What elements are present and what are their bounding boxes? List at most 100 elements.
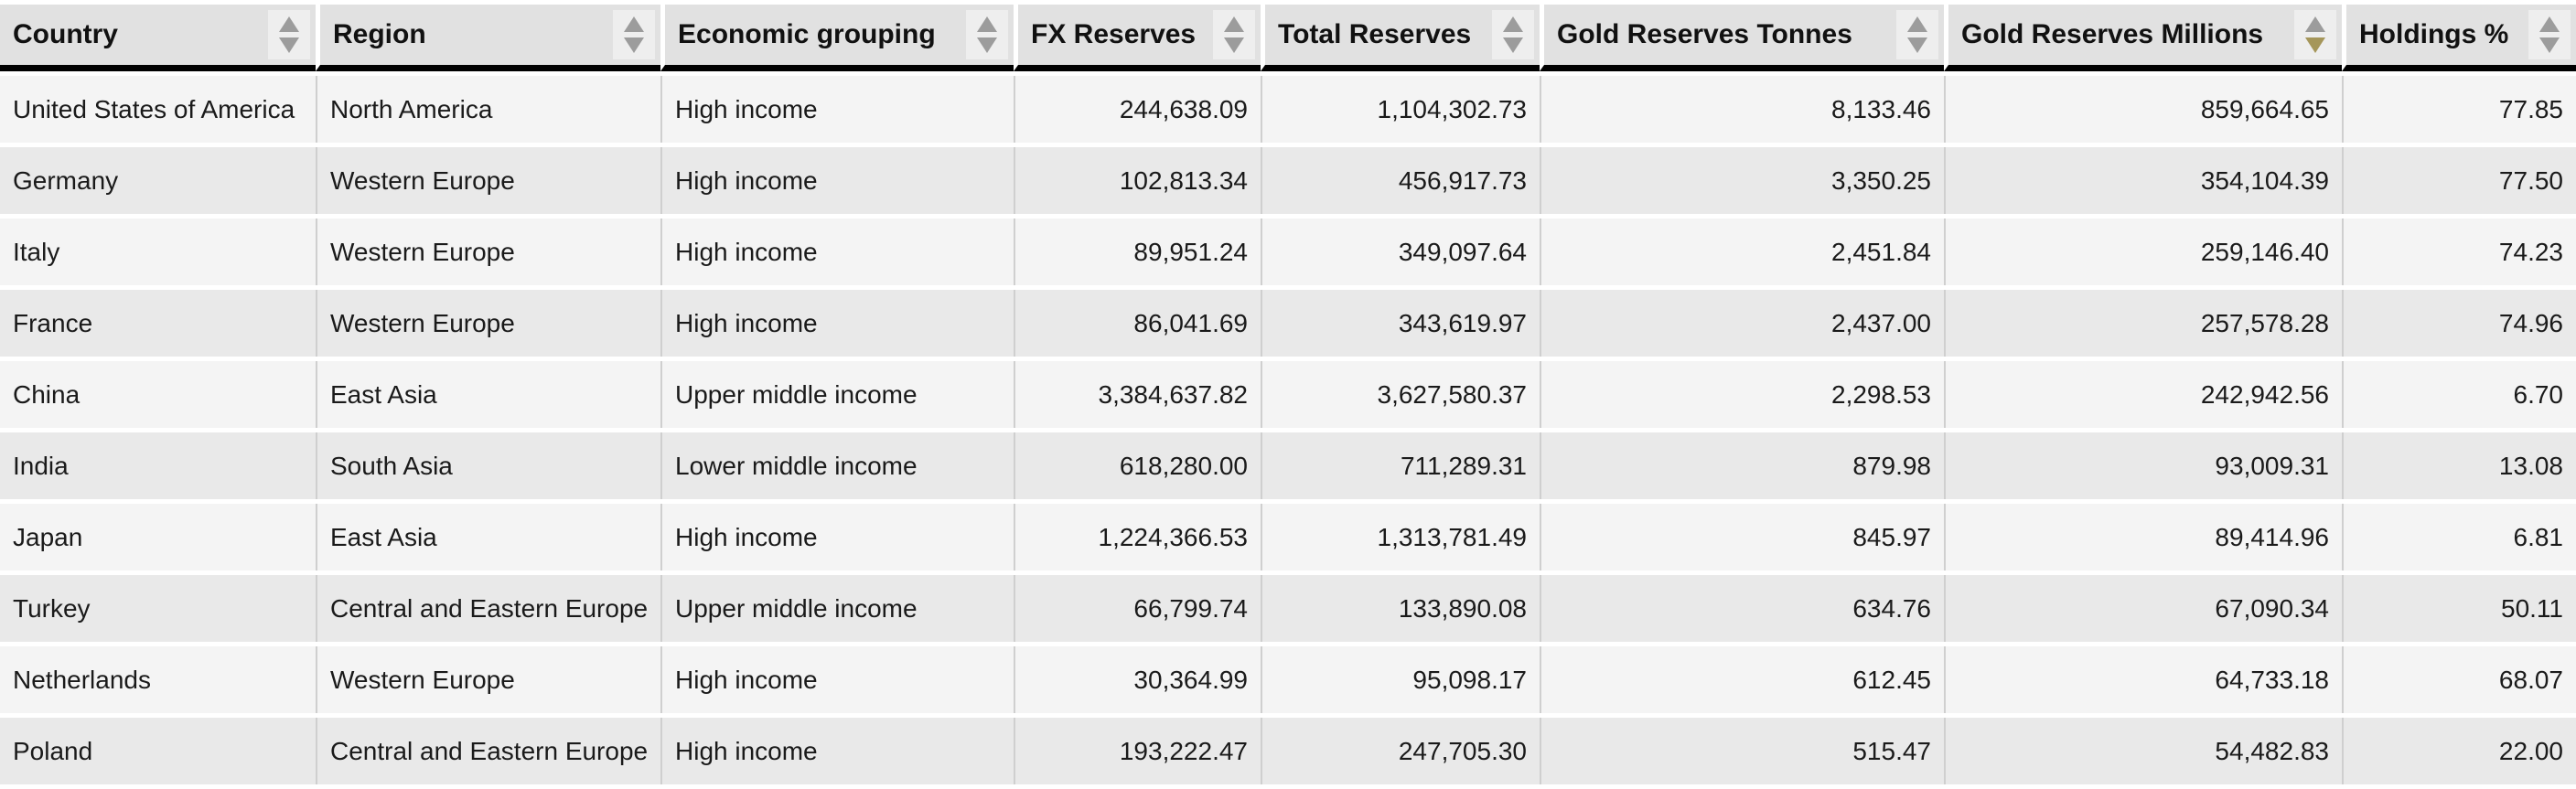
table-body: United States of America North America H… xyxy=(0,76,2576,784)
column-label: Economic grouping xyxy=(678,19,936,49)
cell-country: Germany xyxy=(0,147,316,214)
cell-holdings-pct: 50.11 xyxy=(2342,575,2576,642)
sort-control[interactable] xyxy=(1213,10,1255,59)
cell-economic-grouping: High income xyxy=(660,646,1014,713)
cell-fx-reserves: 66,799.74 xyxy=(1014,575,1261,642)
cell-gold-reserves-tonnes: 879.98 xyxy=(1540,432,1944,499)
cell-region: Western Europe xyxy=(316,290,660,357)
cell-fx-reserves: 3,384,637.82 xyxy=(1014,361,1261,428)
table-row: France Western Europe High income 86,041… xyxy=(0,290,2576,357)
cell-region: Western Europe xyxy=(316,147,660,214)
sort-asc-icon xyxy=(1907,16,1927,32)
cell-gold-reserves-millions: 242,942.56 xyxy=(1944,361,2342,428)
cell-economic-grouping: High income xyxy=(660,147,1014,214)
cell-holdings-pct: 77.85 xyxy=(2342,76,2576,143)
sort-desc-icon xyxy=(2305,37,2325,53)
column-label: Region xyxy=(333,19,426,49)
cell-country: India xyxy=(0,432,316,499)
cell-region: East Asia xyxy=(316,361,660,428)
sort-asc-icon xyxy=(2539,16,2560,32)
cell-gold-reserves-millions: 67,090.34 xyxy=(1944,575,2342,642)
cell-total-reserves: 1,104,302.73 xyxy=(1261,76,1540,143)
cell-region: South Asia xyxy=(316,432,660,499)
cell-economic-grouping: High income xyxy=(660,76,1014,143)
cell-fx-reserves: 1,224,366.53 xyxy=(1014,504,1261,570)
sort-control[interactable] xyxy=(1492,10,1534,59)
sort-control[interactable] xyxy=(966,10,1008,59)
sort-asc-icon xyxy=(2305,16,2325,32)
sort-control[interactable] xyxy=(613,10,655,59)
cell-holdings-pct: 77.50 xyxy=(2342,147,2576,214)
cell-fx-reserves: 102,813.34 xyxy=(1014,147,1261,214)
cell-country: Poland xyxy=(0,718,316,784)
cell-gold-reserves-millions: 54,482.83 xyxy=(1944,718,2342,784)
column-header-country[interactable]: Country xyxy=(0,5,316,71)
cell-total-reserves: 3,627,580.37 xyxy=(1261,361,1540,428)
cell-fx-reserves: 89,951.24 xyxy=(1014,219,1261,285)
column-label: FX Reserves xyxy=(1031,19,1197,49)
cell-gold-reserves-tonnes: 2,451.84 xyxy=(1540,219,1944,285)
cell-gold-reserves-millions: 354,104.39 xyxy=(1944,147,2342,214)
table-row: Germany Western Europe High income 102,8… xyxy=(0,147,2576,214)
cell-region: Western Europe xyxy=(316,646,660,713)
cell-economic-grouping: Upper middle income xyxy=(660,361,1014,428)
sort-desc-icon xyxy=(279,37,299,53)
cell-gold-reserves-tonnes: 8,133.46 xyxy=(1540,76,1944,143)
cell-gold-reserves-tonnes: 2,298.53 xyxy=(1540,361,1944,428)
sort-desc-icon xyxy=(2539,37,2560,53)
sort-control[interactable] xyxy=(2528,10,2571,59)
sort-asc-icon xyxy=(1503,16,1523,32)
sort-desc-icon xyxy=(624,37,644,53)
cell-total-reserves: 343,619.97 xyxy=(1261,290,1540,357)
table-row: United States of America North America H… xyxy=(0,76,2576,143)
cell-gold-reserves-tonnes: 3,350.25 xyxy=(1540,147,1944,214)
cell-fx-reserves: 86,041.69 xyxy=(1014,290,1261,357)
cell-gold-reserves-millions: 259,146.40 xyxy=(1944,219,2342,285)
cell-total-reserves: 133,890.08 xyxy=(1261,575,1540,642)
cell-economic-grouping: Lower middle income xyxy=(660,432,1014,499)
cell-holdings-pct: 74.96 xyxy=(2342,290,2576,357)
cell-gold-reserves-millions: 859,664.65 xyxy=(1944,76,2342,143)
cell-total-reserves: 95,098.17 xyxy=(1261,646,1540,713)
cell-region: East Asia xyxy=(316,504,660,570)
cell-gold-reserves-tonnes: 845.97 xyxy=(1540,504,1944,570)
sort-control[interactable] xyxy=(2294,10,2336,59)
cell-gold-reserves-millions: 64,733.18 xyxy=(1944,646,2342,713)
cell-region: North America xyxy=(316,76,660,143)
cell-holdings-pct: 74.23 xyxy=(2342,219,2576,285)
column-header-gold-reserves-millions[interactable]: Gold Reserves Millions xyxy=(1944,5,2342,71)
column-header-economic-grouping[interactable]: Economic grouping xyxy=(660,5,1014,71)
column-label: Total Reserves xyxy=(1278,19,1472,49)
column-header-gold-reserves-tonnes[interactable]: Gold Reserves Tonnes xyxy=(1540,5,1944,71)
cell-fx-reserves: 193,222.47 xyxy=(1014,718,1261,784)
sort-desc-icon xyxy=(1503,37,1523,53)
cell-total-reserves: 456,917.73 xyxy=(1261,147,1540,214)
cell-country: Japan xyxy=(0,504,316,570)
sort-asc-icon xyxy=(977,16,997,32)
cell-gold-reserves-millions: 257,578.28 xyxy=(1944,290,2342,357)
sort-desc-icon xyxy=(1224,37,1244,53)
column-header-region[interactable]: Region xyxy=(316,5,660,71)
cell-gold-reserves-millions: 89,414.96 xyxy=(1944,504,2342,570)
table-row: Japan East Asia High income 1,224,366.53… xyxy=(0,504,2576,570)
cell-total-reserves: 247,705.30 xyxy=(1261,718,1540,784)
table-row: China East Asia Upper middle income 3,38… xyxy=(0,361,2576,428)
table-row: Poland Central and Eastern Europe High i… xyxy=(0,718,2576,784)
table-row: Italy Western Europe High income 89,951.… xyxy=(0,219,2576,285)
cell-holdings-pct: 6.81 xyxy=(2342,504,2576,570)
column-label: Holdings % xyxy=(2359,19,2509,49)
cell-economic-grouping: High income xyxy=(660,219,1014,285)
column-header-total-reserves[interactable]: Total Reserves xyxy=(1261,5,1540,71)
cell-total-reserves: 1,313,781.49 xyxy=(1261,504,1540,570)
header-row: Country Region Economic grouping FX Rese… xyxy=(0,5,2576,71)
cell-gold-reserves-millions: 93,009.31 xyxy=(1944,432,2342,499)
column-header-holdings-pct[interactable]: Holdings % xyxy=(2342,5,2576,71)
column-header-fx-reserves[interactable]: FX Reserves xyxy=(1014,5,1261,71)
cell-region: Central and Eastern Europe xyxy=(316,718,660,784)
cell-holdings-pct: 22.00 xyxy=(2342,718,2576,784)
cell-fx-reserves: 30,364.99 xyxy=(1014,646,1261,713)
sort-control[interactable] xyxy=(1896,10,1938,59)
cell-country: Turkey xyxy=(0,575,316,642)
sort-control[interactable] xyxy=(268,10,310,59)
